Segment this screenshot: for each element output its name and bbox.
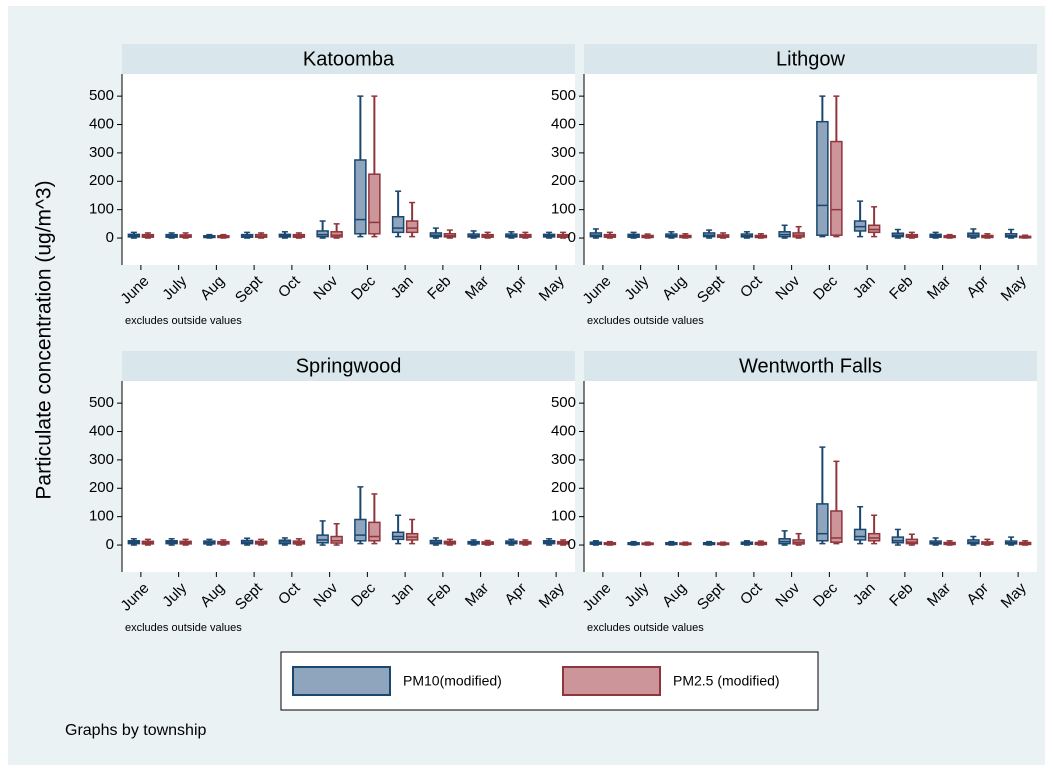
panel-note: excludes outside values xyxy=(125,622,242,634)
y-tick-label: 300 xyxy=(89,144,114,161)
y-tick-label: 100 xyxy=(89,201,114,218)
box xyxy=(830,510,843,543)
box xyxy=(330,231,343,238)
legend-label: PM10(modified) xyxy=(403,673,502,689)
y-tick-label: 400 xyxy=(551,115,576,132)
legend-label: PM2.5 (modified) xyxy=(673,673,780,689)
panel-title-bar xyxy=(122,44,575,74)
box xyxy=(354,159,367,235)
y-tick-label: 100 xyxy=(89,508,114,525)
y-tick-label: 100 xyxy=(551,201,576,218)
panel-note: excludes outside values xyxy=(125,315,242,327)
y-tick-label: 500 xyxy=(89,87,114,104)
panel-title: Lithgow xyxy=(776,48,845,70)
box xyxy=(830,140,843,236)
y-tick-label: 200 xyxy=(551,479,576,496)
y-tick-label: 100 xyxy=(551,508,576,525)
panel-title: Springwood xyxy=(296,355,402,377)
y-tick-label: 300 xyxy=(551,144,576,161)
y-tick-label: 400 xyxy=(551,422,576,439)
y-tick-label: 300 xyxy=(551,451,576,468)
y-tick-label: 200 xyxy=(551,172,576,189)
y-tick-label: 300 xyxy=(89,451,114,468)
y-tick-label: 500 xyxy=(89,394,114,411)
y-tick-label: 500 xyxy=(551,87,576,104)
panel-title-bar xyxy=(584,351,1037,381)
plot-region xyxy=(584,381,1037,572)
box xyxy=(891,536,905,544)
legend-swatch xyxy=(562,666,661,696)
plot-region xyxy=(122,381,575,572)
panel-note: excludes outside values xyxy=(587,622,704,634)
panel-title-bar xyxy=(122,351,575,381)
box xyxy=(316,534,329,544)
panel-title: Wentworth Falls xyxy=(739,355,882,377)
y-tick-label: 200 xyxy=(89,479,114,496)
y-axis-label: Particulate concentration (ug/m^3) xyxy=(33,180,56,499)
box xyxy=(405,220,419,234)
y-tick-label: 0 xyxy=(106,536,114,553)
note: Graphs by township xyxy=(65,722,207,739)
panel-title-bar xyxy=(584,44,1037,74)
y-tick-label: 400 xyxy=(89,115,114,132)
box xyxy=(391,216,405,234)
y-tick-label: 0 xyxy=(106,229,114,246)
box xyxy=(816,120,829,236)
y-tick-label: 0 xyxy=(568,536,576,553)
y-tick-label: 400 xyxy=(89,422,114,439)
plot-region xyxy=(584,74,1037,265)
y-tick-label: 500 xyxy=(551,394,576,411)
panel-note: excludes outside values xyxy=(587,315,704,327)
panel-title: Katoomba xyxy=(303,48,395,70)
box xyxy=(316,230,329,238)
y-tick-label: 200 xyxy=(89,172,114,189)
box xyxy=(368,173,381,235)
box xyxy=(853,528,867,541)
plot-region xyxy=(122,74,575,265)
box xyxy=(368,521,381,542)
box xyxy=(354,518,367,542)
legend-swatch xyxy=(292,666,391,696)
box xyxy=(816,503,829,542)
box xyxy=(330,535,343,544)
y-tick-label: 0 xyxy=(568,229,576,246)
